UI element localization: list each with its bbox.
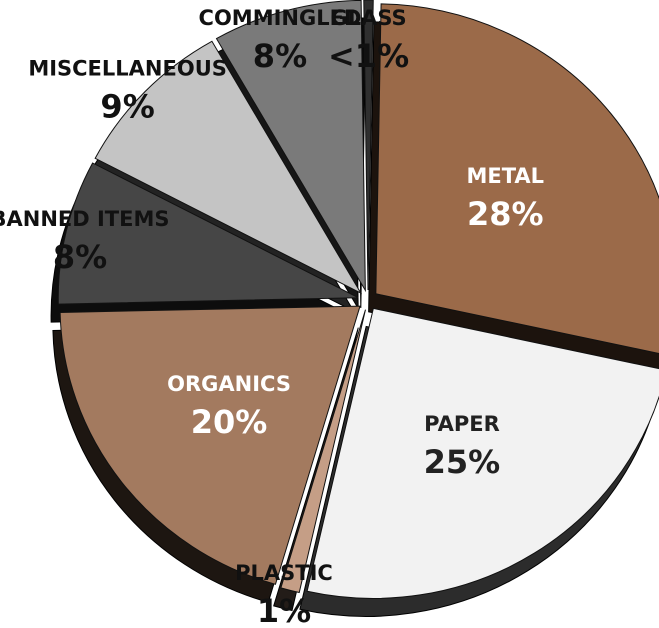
label-value-organics: 20%	[191, 403, 268, 441]
slice-labels: METAL 28% PAPER 25% PLASTIC 1% ORGANICS 20% BANN…	[0, 6, 544, 628]
label-category-metal: METAL	[466, 164, 544, 188]
slice-metal	[375, 3, 659, 355]
slice-organics	[59, 305, 361, 585]
label-category-organics: ORGANICS	[167, 372, 291, 396]
slice-commingled	[215, 0, 366, 293]
slice-banned-items	[57, 162, 359, 305]
label-category-commingled: COMMINGLED	[199, 6, 362, 30]
label-category-paper: PAPER	[424, 412, 500, 436]
slice-tops	[57, 0, 659, 599]
label-value-banned-items: 8%	[53, 238, 107, 276]
label-value-paper: 25%	[424, 443, 501, 481]
slice-miscellaneous	[94, 40, 363, 295]
slice-side-plastic	[273, 327, 359, 612]
label-value-glass: <1%	[328, 37, 409, 75]
label-category-banned-items: BANNED ITEMS	[0, 207, 170, 231]
label-value-miscellaneous: 9%	[100, 88, 154, 126]
label-value-plastic: 1%	[257, 592, 311, 628]
label-category-glass: GLASS	[330, 6, 406, 30]
label-category-miscellaneous: MISCELLANEOUS	[28, 57, 227, 81]
label-value-metal: 28%	[467, 195, 544, 233]
slice-glass	[363, 0, 374, 291]
label-value-commingled: 8%	[253, 37, 307, 75]
slice-paper	[306, 307, 659, 599]
label-category-plastic: PLASTIC	[235, 561, 333, 585]
slice-plastic	[280, 309, 366, 594]
